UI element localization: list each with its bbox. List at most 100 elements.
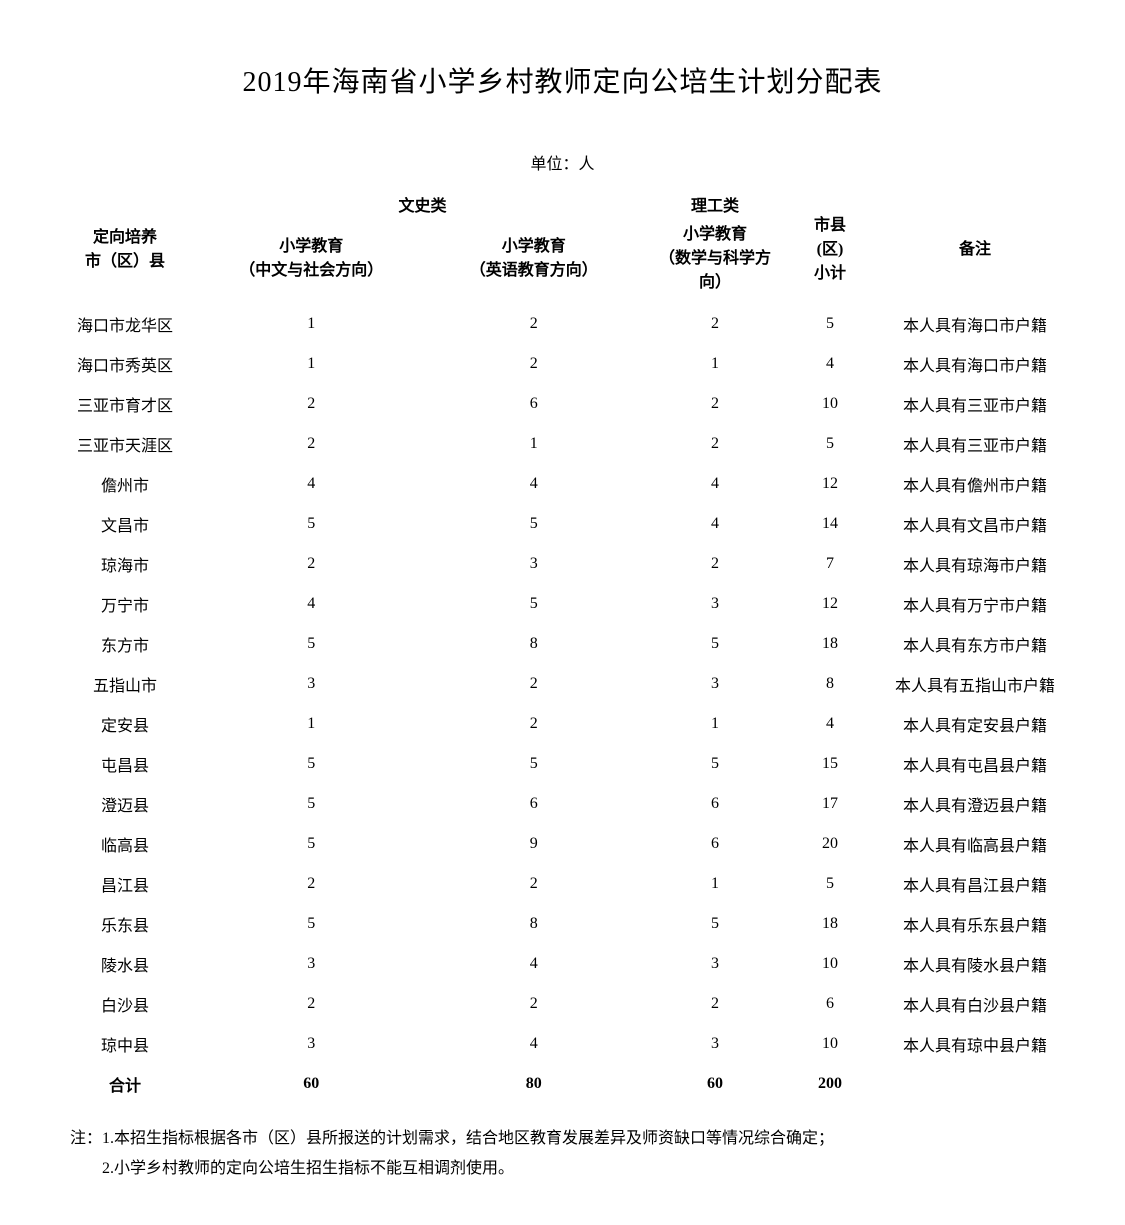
cell-english: 1 [423, 424, 646, 464]
table-row: 三亚市天涯区2125本人具有三亚市户籍 [50, 424, 1075, 464]
total-math: 60 [645, 1064, 785, 1104]
header-liberal-arts: 文史类 [200, 184, 645, 218]
cell-chinese: 1 [200, 344, 423, 384]
cell-region: 定安县 [50, 704, 200, 744]
cell-chinese: 5 [200, 504, 423, 544]
cell-subtotal: 17 [785, 784, 875, 824]
cell-chinese: 2 [200, 864, 423, 904]
cell-region: 临高县 [50, 824, 200, 864]
cell-english: 9 [423, 824, 646, 864]
cell-english: 2 [423, 664, 646, 704]
cell-math: 2 [645, 984, 785, 1024]
total-chinese: 60 [200, 1064, 423, 1104]
cell-english: 5 [423, 584, 646, 624]
cell-math: 1 [645, 864, 785, 904]
cell-english: 4 [423, 944, 646, 984]
header-sub-english: 小学教育（英语教育方向） [423, 218, 646, 304]
cell-note: 本人具有文昌市户籍 [875, 504, 1075, 544]
cell-note: 本人具有万宁市户籍 [875, 584, 1075, 624]
cell-subtotal: 10 [785, 1024, 875, 1064]
table-row: 澄迈县56617本人具有澄迈县户籍 [50, 784, 1075, 824]
footnotes: 注：1.本招生指标根据各市（区）县所报送的计划需求，结合地区教育发展差异及师资缺… [50, 1124, 1075, 1185]
cell-region: 陵水县 [50, 944, 200, 984]
table-row: 乐东县58518本人具有乐东县户籍 [50, 904, 1075, 944]
cell-subtotal: 18 [785, 624, 875, 664]
cell-note: 本人具有昌江县户籍 [875, 864, 1075, 904]
cell-english: 3 [423, 544, 646, 584]
cell-note: 本人具有三亚市户籍 [875, 424, 1075, 464]
table-row: 三亚市育才区26210本人具有三亚市户籍 [50, 384, 1075, 424]
cell-region: 东方市 [50, 624, 200, 664]
cell-region: 文昌市 [50, 504, 200, 544]
cell-chinese: 2 [200, 424, 423, 464]
cell-math: 4 [645, 464, 785, 504]
cell-english: 2 [423, 864, 646, 904]
cell-note: 本人具有临高县户籍 [875, 824, 1075, 864]
cell-subtotal: 15 [785, 744, 875, 784]
cell-math: 2 [645, 304, 785, 344]
table-row: 琼海市2327本人具有琼海市户籍 [50, 544, 1075, 584]
header-note: 备注 [875, 184, 1075, 304]
cell-subtotal: 10 [785, 384, 875, 424]
table-row: 海口市龙华区1225本人具有海口市户籍 [50, 304, 1075, 344]
cell-note: 本人具有澄迈县户籍 [875, 784, 1075, 824]
cell-english: 2 [423, 344, 646, 384]
cell-subtotal: 6 [785, 984, 875, 1024]
cell-region: 海口市龙华区 [50, 304, 200, 344]
cell-english: 6 [423, 784, 646, 824]
cell-math: 2 [645, 424, 785, 464]
cell-note: 本人具有儋州市户籍 [875, 464, 1075, 504]
cell-english: 2 [423, 984, 646, 1024]
cell-chinese: 3 [200, 664, 423, 704]
cell-note: 本人具有海口市户籍 [875, 344, 1075, 384]
header-science: 理工类 [645, 184, 785, 218]
header-subtotal: 市县(区)小计 [785, 184, 875, 304]
table-row: 昌江县2215本人具有昌江县户籍 [50, 864, 1075, 904]
cell-region: 五指山市 [50, 664, 200, 704]
cell-region: 万宁市 [50, 584, 200, 624]
cell-chinese: 5 [200, 744, 423, 784]
cell-chinese: 5 [200, 824, 423, 864]
cell-subtotal: 5 [785, 304, 875, 344]
table-row: 定安县1214本人具有定安县户籍 [50, 704, 1075, 744]
header-sub-math: 小学教育（数学与科学方向） [645, 218, 785, 304]
cell-chinese: 2 [200, 384, 423, 424]
total-subtotal: 200 [785, 1064, 875, 1104]
cell-math: 3 [645, 944, 785, 984]
cell-region: 乐东县 [50, 904, 200, 944]
cell-subtotal: 7 [785, 544, 875, 584]
cell-math: 6 [645, 784, 785, 824]
cell-subtotal: 5 [785, 424, 875, 464]
cell-chinese: 5 [200, 784, 423, 824]
cell-math: 5 [645, 744, 785, 784]
table-row: 临高县59620本人具有临高县户籍 [50, 824, 1075, 864]
cell-subtotal: 4 [785, 344, 875, 384]
cell-subtotal: 12 [785, 584, 875, 624]
cell-region: 昌江县 [50, 864, 200, 904]
cell-note: 本人具有三亚市户籍 [875, 384, 1075, 424]
cell-note: 本人具有五指山市户籍 [875, 664, 1075, 704]
table-row: 五指山市3238本人具有五指山市户籍 [50, 664, 1075, 704]
allocation-table: 定向培养市（区）县 文史类 理工类 市县(区)小计 备注 小学教育（中文与社会方… [50, 184, 1075, 1104]
table-row: 琼中县34310本人具有琼中县户籍 [50, 1024, 1075, 1064]
cell-note: 本人具有白沙县户籍 [875, 984, 1075, 1024]
cell-english: 5 [423, 504, 646, 544]
cell-region: 琼海市 [50, 544, 200, 584]
cell-math: 3 [645, 1024, 785, 1064]
cell-note: 本人具有琼海市户籍 [875, 544, 1075, 584]
cell-math: 5 [645, 904, 785, 944]
table-row: 文昌市55414本人具有文昌市户籍 [50, 504, 1075, 544]
cell-english: 4 [423, 1024, 646, 1064]
cell-subtotal: 14 [785, 504, 875, 544]
cell-math: 4 [645, 504, 785, 544]
cell-note: 本人具有东方市户籍 [875, 624, 1075, 664]
total-note [875, 1064, 1075, 1104]
cell-chinese: 4 [200, 464, 423, 504]
header-region: 定向培养市（区）县 [50, 184, 200, 304]
cell-english: 5 [423, 744, 646, 784]
table-row: 儋州市44412本人具有儋州市户籍 [50, 464, 1075, 504]
cell-subtotal: 10 [785, 944, 875, 984]
cell-english: 2 [423, 704, 646, 744]
header-sub-chinese: 小学教育（中文与社会方向） [200, 218, 423, 304]
cell-region: 儋州市 [50, 464, 200, 504]
